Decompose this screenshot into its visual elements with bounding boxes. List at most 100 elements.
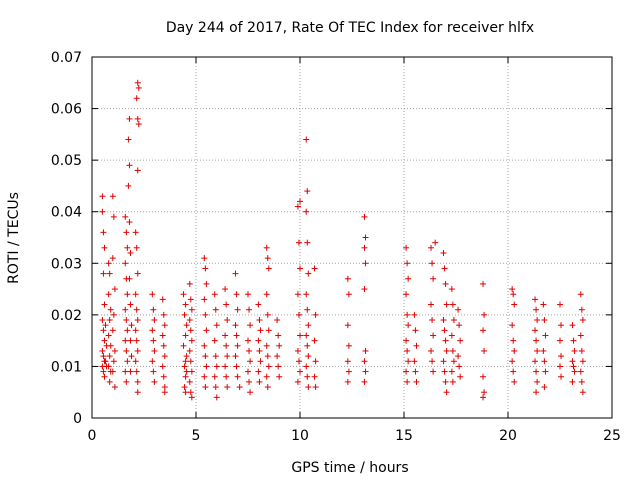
- data-point: [577, 368, 584, 375]
- data-point: [110, 311, 117, 318]
- data-point: [128, 322, 135, 329]
- data-point: [106, 270, 113, 277]
- data-point: [275, 363, 282, 370]
- data-point: [432, 239, 439, 246]
- data-point: [303, 208, 310, 215]
- data-point: [533, 389, 540, 396]
- data-point: [303, 363, 310, 370]
- data-point: [509, 286, 516, 293]
- data-point: [181, 363, 188, 370]
- data-point: [159, 296, 166, 303]
- data-point: [443, 301, 450, 308]
- data-point: [361, 358, 368, 365]
- data-point: [264, 311, 271, 318]
- data-point: [297, 368, 303, 375]
- data-point: [188, 368, 195, 375]
- data-point: [109, 327, 116, 334]
- data-point: [101, 244, 108, 251]
- y-tick-label: 0: [73, 411, 82, 427]
- data-point: [125, 182, 132, 189]
- data-point: [405, 358, 412, 365]
- data-point: [123, 378, 130, 385]
- data-point: [276, 342, 283, 349]
- tick-labels: 0 5 10 15 20 25 0 0.01 0.02 0.03 0.04 0.05 0.06 0.07: [51, 50, 621, 444]
- data-point: [579, 389, 586, 396]
- data-point: [111, 286, 118, 293]
- data-point: [442, 378, 449, 385]
- data-point: [126, 275, 133, 282]
- data-point: [456, 322, 463, 329]
- data-point: [122, 368, 129, 375]
- data-point: [107, 342, 114, 349]
- data-point: [247, 322, 254, 329]
- data-point: [533, 337, 540, 344]
- data-point: [275, 332, 282, 339]
- data-point: [344, 322, 351, 329]
- data-point: [362, 260, 369, 267]
- data-point: [456, 363, 463, 370]
- data-point: [481, 389, 488, 396]
- data-point: [457, 337, 464, 344]
- data-point: [429, 260, 436, 267]
- data-point: [569, 378, 576, 385]
- data-point: [161, 384, 168, 391]
- data-point: [413, 342, 420, 349]
- data-point: [558, 322, 565, 329]
- data-point: [361, 244, 368, 251]
- data-point: [404, 378, 411, 385]
- data-point: [134, 270, 141, 277]
- data-point: [132, 291, 139, 298]
- data-point: [541, 317, 548, 324]
- data-point: [182, 301, 189, 308]
- data-point: [123, 347, 130, 354]
- data-point: [161, 389, 168, 396]
- data-point: [264, 255, 271, 262]
- data-point: [540, 301, 547, 308]
- data-point: [305, 322, 312, 329]
- x-tick-label: 25: [603, 428, 621, 444]
- data-point: [110, 213, 117, 220]
- data-point: [442, 280, 449, 287]
- data-point: [100, 270, 107, 277]
- data-point: [102, 358, 109, 365]
- data-point: [256, 317, 263, 324]
- data-point: [256, 347, 263, 354]
- data-point: [222, 332, 229, 339]
- data-point: [224, 353, 231, 360]
- data-point: [186, 347, 193, 354]
- data-point: [233, 291, 240, 298]
- data-point: [212, 306, 219, 313]
- data-point: [276, 373, 283, 380]
- data-point: [443, 389, 450, 396]
- data-point: [511, 378, 518, 385]
- data-point: [274, 317, 281, 324]
- data-point: [304, 373, 311, 380]
- data-point: [305, 270, 312, 277]
- data-point: [134, 79, 141, 86]
- data-point: [294, 203, 301, 210]
- data-point: [404, 311, 411, 318]
- data-point: [125, 136, 132, 143]
- data-point: [361, 378, 368, 385]
- data-point: [312, 384, 319, 391]
- data-point: [203, 280, 210, 287]
- data-point: [441, 327, 448, 334]
- data-point: [257, 327, 264, 334]
- data-point: [222, 286, 229, 293]
- y-tick-label: 0.05: [51, 153, 82, 169]
- data-point: [122, 260, 129, 267]
- data-point: [188, 394, 195, 401]
- data-point: [236, 384, 243, 391]
- data-point: [448, 332, 455, 339]
- data-point: [542, 368, 549, 375]
- data-point: [128, 353, 135, 360]
- data-point: [305, 384, 312, 391]
- data-point: [311, 373, 318, 380]
- data-point: [159, 363, 166, 370]
- data-point: [180, 342, 187, 349]
- data-point: [150, 368, 157, 375]
- data-point: [571, 347, 578, 354]
- data-point: [106, 353, 113, 360]
